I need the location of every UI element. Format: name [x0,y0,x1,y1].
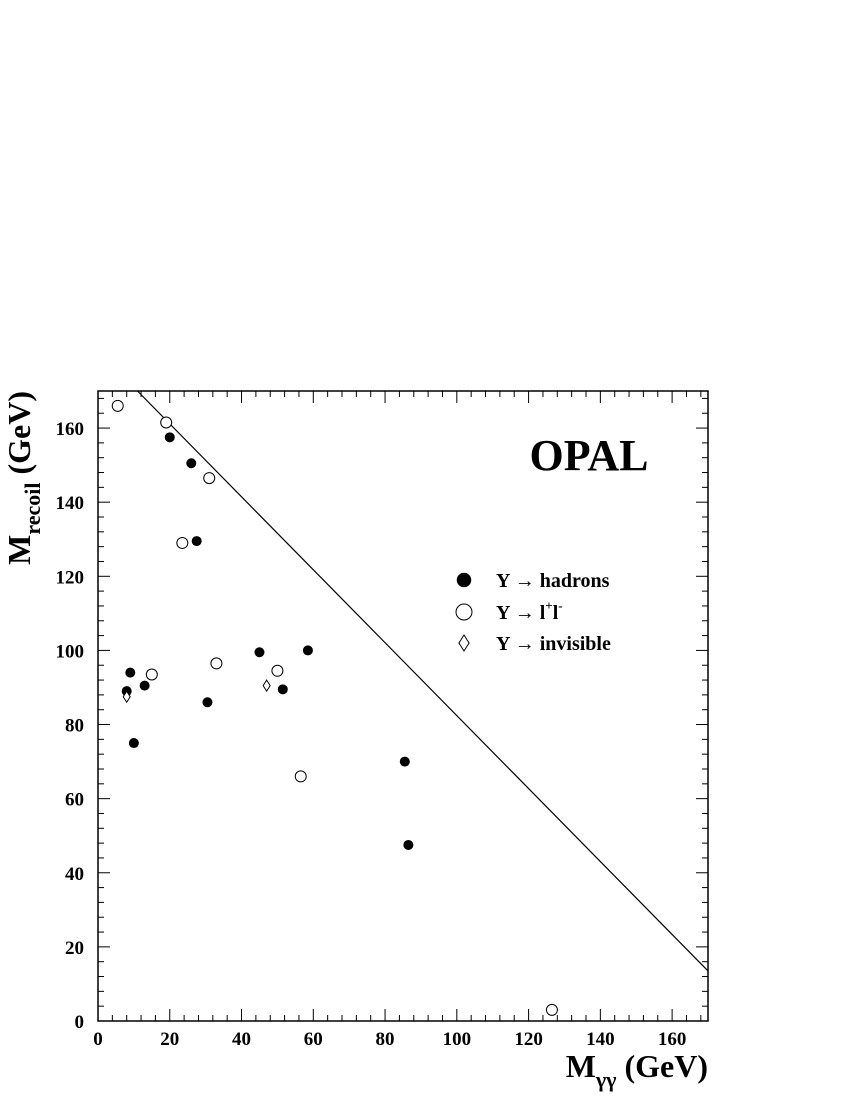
data-point-series-2 [262,679,271,693]
data-point-series-2 [122,690,131,704]
data-point-series-0 [139,680,150,691]
x-tick-label: 80 [376,1029,395,1050]
y-tick-label: 120 [56,567,85,588]
data-point-series-0 [164,432,175,443]
kinematic-limit-lines [137,390,709,972]
data-point-series-1 [294,770,307,783]
data-point-series-0 [128,738,139,749]
data-point-series-0 [254,647,265,658]
data-point-series-1 [176,536,189,549]
legend-label-leptons-sup1: + [545,598,552,613]
x-tick-label: 100 [443,1029,472,1050]
legend-label-leptons-main: Y → l [496,602,546,624]
x-tick-label: 40 [232,1029,251,1050]
x-tick-label: 0 [93,1029,103,1050]
x-tick-label: 120 [514,1029,543,1050]
y-axis-title: Mrecoil (GeV) [1,391,45,565]
y-tick-label: 100 [56,641,85,662]
y-tick-label: 160 [56,419,85,440]
data-point-series-1 [203,472,216,485]
data-point-series-0 [186,458,197,469]
x-tick-label: 160 [658,1029,687,1050]
legend-label-hadrons: Y → hadrons [496,570,610,592]
data-point-series-1 [111,399,124,412]
data-point-series-1 [271,664,284,677]
axis-ticks [97,391,708,1022]
x-axis-title-sub: γγ [595,1067,617,1092]
data-point-series-1 [210,657,223,670]
legend-marker-2 [458,634,470,652]
y-tick-label: 20 [65,938,84,959]
y-axis-title-sub: recoil [20,483,45,535]
legend-label-leptons: Y → l+l- [496,598,563,624]
data-point-series-1 [545,1003,558,1016]
legend-label-leptons-mid: l [553,602,559,624]
y-axis-title-main: M [1,535,37,565]
data-point-series-0 [125,667,136,678]
kinematic-limit-line [137,390,709,972]
data-point-series-0 [277,684,288,695]
legend-markers [455,572,473,652]
x-axis-title-unit: (GeV) [616,1048,708,1084]
x-axis-title-main: M [566,1048,596,1084]
data-point-series-0 [403,839,414,850]
y-tick-label: 80 [65,716,84,737]
chart-title: OPAL [530,431,649,480]
data-point-series-0 [191,536,202,547]
legend-marker-1 [455,603,473,621]
tick-labels: 0 20 40 60 80 100 120 140 160 0 20 40 60 80 100 120 140 1… [56,419,687,1050]
y-tick-label: 140 [56,493,85,514]
y-tick-label: 60 [65,790,84,811]
data-markers [111,399,558,1016]
plot-frame [97,390,709,1022]
x-tick-label: 60 [304,1029,323,1050]
x-axis-title: Mγγ (GeV) [566,1048,708,1092]
data-point-series-0 [399,756,410,767]
data-point-series-1 [160,416,173,429]
legend-label-leptons-sup2: - [558,598,562,613]
data-point-series-0 [202,697,213,708]
y-axis-title-unit: (GeV) [1,391,37,483]
y-tick-label: 40 [65,864,84,885]
legend-marker-0 [456,572,472,588]
legend-label-invisible: Y → invisible [496,633,611,655]
data-point-series-0 [302,645,313,656]
x-tick-label: 20 [160,1029,179,1050]
x-tick-label: 140 [586,1029,615,1050]
y-tick-label: 0 [75,1012,85,1033]
data-point-series-1 [145,668,158,681]
legend: Y → hadrons Y → l+l- Y → invisible [455,570,611,655]
